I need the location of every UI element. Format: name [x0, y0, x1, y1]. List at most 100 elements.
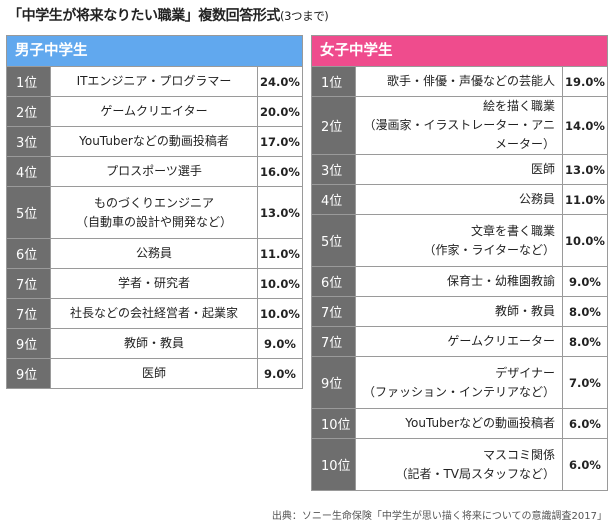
- rank-cell: 4位: [311, 184, 356, 215]
- ranking-row: 7位 ゲームクリエーター 8.0%: [311, 326, 608, 357]
- rank-cell: 4位: [6, 156, 51, 187]
- job-cell: ゲームクリエイター: [50, 96, 258, 127]
- job-cell: 歌手・俳優・声優などの芸能人: [355, 66, 563, 97]
- job-cell: 学者・研究者: [50, 268, 258, 299]
- ranking-row: 7位 教師・教員 8.0%: [311, 296, 608, 327]
- rank-cell: 2位: [6, 96, 51, 127]
- job-cell: マスコミ関係 （記者・TV局スタッフなど）: [355, 438, 563, 491]
- job-label: YouTuberなどの動画投稿者: [405, 416, 555, 430]
- percent-cell: 6.0%: [562, 438, 608, 491]
- job-label: （作家・ライターなど）: [423, 242, 555, 257]
- ranking-row: 9位 デザイナー （ファッション・インテリアなど） 7.0%: [311, 356, 608, 409]
- job-label: YouTuberなどの動画投稿者: [79, 134, 229, 148]
- job-label: 公務員: [135, 246, 172, 260]
- source-note: 出典：ソニー生命保険「中学生が思い描く将来についての意識調査2017」: [271, 511, 607, 522]
- rank-cell: 7位: [6, 268, 51, 299]
- job-label: デザイナー: [495, 365, 555, 380]
- percent-cell: 20.0%: [257, 96, 303, 127]
- percent-cell: 24.0%: [257, 66, 303, 97]
- rank-cell: 10位: [311, 438, 356, 491]
- job-label: 教師・教員: [123, 336, 184, 350]
- ranking-row: 3位 YouTuberなどの動画投稿者 17.0%: [6, 126, 303, 157]
- ranking-row: 6位 保育士・幼稚園教諭 9.0%: [311, 266, 608, 297]
- ranking-row: 9位 医師 9.0%: [6, 358, 303, 389]
- job-label: マスコミ関係: [482, 447, 555, 462]
- rank-cell: 3位: [311, 154, 356, 185]
- rank-cell: 9位: [311, 356, 356, 409]
- job-label: 社長などの会社経営者・起業家: [69, 306, 238, 320]
- rank-cell: 5位: [6, 186, 51, 239]
- job-label: （ファッション・インテリアなど）: [363, 384, 556, 399]
- rank-cell: 6位: [311, 266, 356, 297]
- job-label: ものづくりエンジニア: [93, 195, 214, 210]
- percent-cell: 8.0%: [562, 296, 608, 327]
- job-cell: ITエンジニア・プログラマー: [50, 66, 258, 97]
- job-label: 医師: [141, 366, 166, 380]
- job-cell: 医師: [50, 358, 258, 389]
- ranking-row: 10位 マスコミ関係 （記者・TV局スタッフなど） 6.0%: [311, 438, 608, 491]
- ranking-row: 5位 ものづくりエンジニア （自動車の設計や開発など） 13.0%: [6, 186, 303, 239]
- job-cell: デザイナー （ファッション・インテリアなど）: [355, 356, 563, 409]
- percent-cell: 9.0%: [257, 328, 303, 359]
- percent-cell: 19.0%: [562, 66, 608, 97]
- job-label: 保育士・幼稚園教諭: [446, 274, 555, 288]
- girls-panel-header: 女子中学生: [311, 35, 608, 66]
- rank-cell: 1位: [311, 66, 356, 97]
- percent-cell: 17.0%: [257, 126, 303, 157]
- job-label: メーター）: [494, 137, 555, 151]
- boys-ranking-panel: 男子中学生 1位 ITエンジニア・プログラマー 24.0% 2位 ゲームクリエイター 20…: [6, 35, 303, 389]
- rank-cell: 7位: [311, 296, 356, 327]
- percent-cell: 7.0%: [562, 356, 608, 409]
- ranking-row: 3位 医師 13.0%: [311, 154, 608, 185]
- girls-ranking-panel: 女子中学生 1位 歌手・俳優・声優などの芸能人 19.0% 2位 絵を描く職業 （漫画家・…: [311, 35, 608, 491]
- page-title: 「中学生が将来なりたい職業」複数回答形式(3つまで): [8, 4, 329, 28]
- ranking-row: 2位 ゲームクリエイター 20.0%: [6, 96, 303, 127]
- rank-cell: 2位: [311, 96, 356, 155]
- job-label: 学者・研究者: [117, 276, 190, 290]
- job-cell: 公務員: [355, 184, 563, 215]
- job-cell: 文章を書く職業 （作家・ライターなど）: [355, 214, 563, 267]
- ranking-row: 6位 公務員 11.0%: [6, 238, 303, 269]
- job-cell: 公務員: [50, 238, 258, 269]
- percent-cell: 16.0%: [257, 156, 303, 187]
- ranking-row: 4位 プロスポーツ選手 16.0%: [6, 156, 303, 187]
- rank-cell: 7位: [6, 298, 51, 329]
- ranking-row: 4位 公務員 11.0%: [311, 184, 608, 215]
- percent-cell: 9.0%: [257, 358, 303, 389]
- job-cell: ゲームクリエーター: [355, 326, 563, 357]
- job-label: ITエンジニア・プログラマー: [76, 74, 232, 88]
- rank-cell: 9位: [6, 358, 51, 389]
- job-cell: YouTuberなどの動画投稿者: [50, 126, 258, 157]
- rank-cell: 7位: [311, 326, 356, 357]
- job-label: 公務員: [518, 192, 555, 206]
- job-label: 歌手・俳優・声優などの芸能人: [386, 74, 555, 88]
- rank-cell: 5位: [311, 214, 356, 267]
- girls-ranking-table: 1位 歌手・俳優・声優などの芸能人 19.0% 2位 絵を描く職業 （漫画家・イラストレー…: [311, 66, 608, 491]
- rank-cell: 9位: [6, 328, 51, 359]
- job-cell: 社長などの会社経営者・起業家: [50, 298, 258, 329]
- job-label: （記者・TV局スタッフなど）: [395, 466, 555, 481]
- title-main: 「中学生が将来なりたい職業」複数回答形式: [8, 8, 280, 24]
- percent-cell: 10.0%: [562, 214, 608, 267]
- job-label: （自動車の設計や開発など）: [75, 214, 232, 229]
- percent-cell: 11.0%: [562, 184, 608, 215]
- ranking-row: 1位 ITエンジニア・プログラマー 24.0%: [6, 66, 303, 97]
- job-cell: 医師: [355, 154, 563, 185]
- percent-cell: 9.0%: [562, 266, 608, 297]
- percent-cell: 13.0%: [562, 154, 608, 185]
- job-cell: ものづくりエンジニア （自動車の設計や開発など）: [50, 186, 258, 239]
- ranking-row: 1位 歌手・俳優・声優などの芸能人 19.0%: [311, 66, 608, 97]
- rank-cell: 6位: [6, 238, 51, 269]
- job-cell: 保育士・幼稚園教諭: [355, 266, 563, 297]
- percent-cell: 8.0%: [562, 326, 608, 357]
- rank-cell: 1位: [6, 66, 51, 97]
- job-cell: 絵を描く職業 （漫画家・イラストレーター・アニ メーター）: [355, 96, 563, 155]
- job-label: （漫画家・イラストレーター・アニ: [363, 118, 555, 132]
- rank-cell: 3位: [6, 126, 51, 157]
- percent-cell: 6.0%: [562, 408, 608, 439]
- ranking-row: 5位 文章を書く職業 （作家・ライターなど） 10.0%: [311, 214, 608, 267]
- percent-cell: 11.0%: [257, 238, 303, 269]
- ranking-row: 7位 学者・研究者 10.0%: [6, 268, 303, 299]
- job-cell: 教師・教員: [50, 328, 258, 359]
- job-label: 教師・教員: [494, 304, 555, 318]
